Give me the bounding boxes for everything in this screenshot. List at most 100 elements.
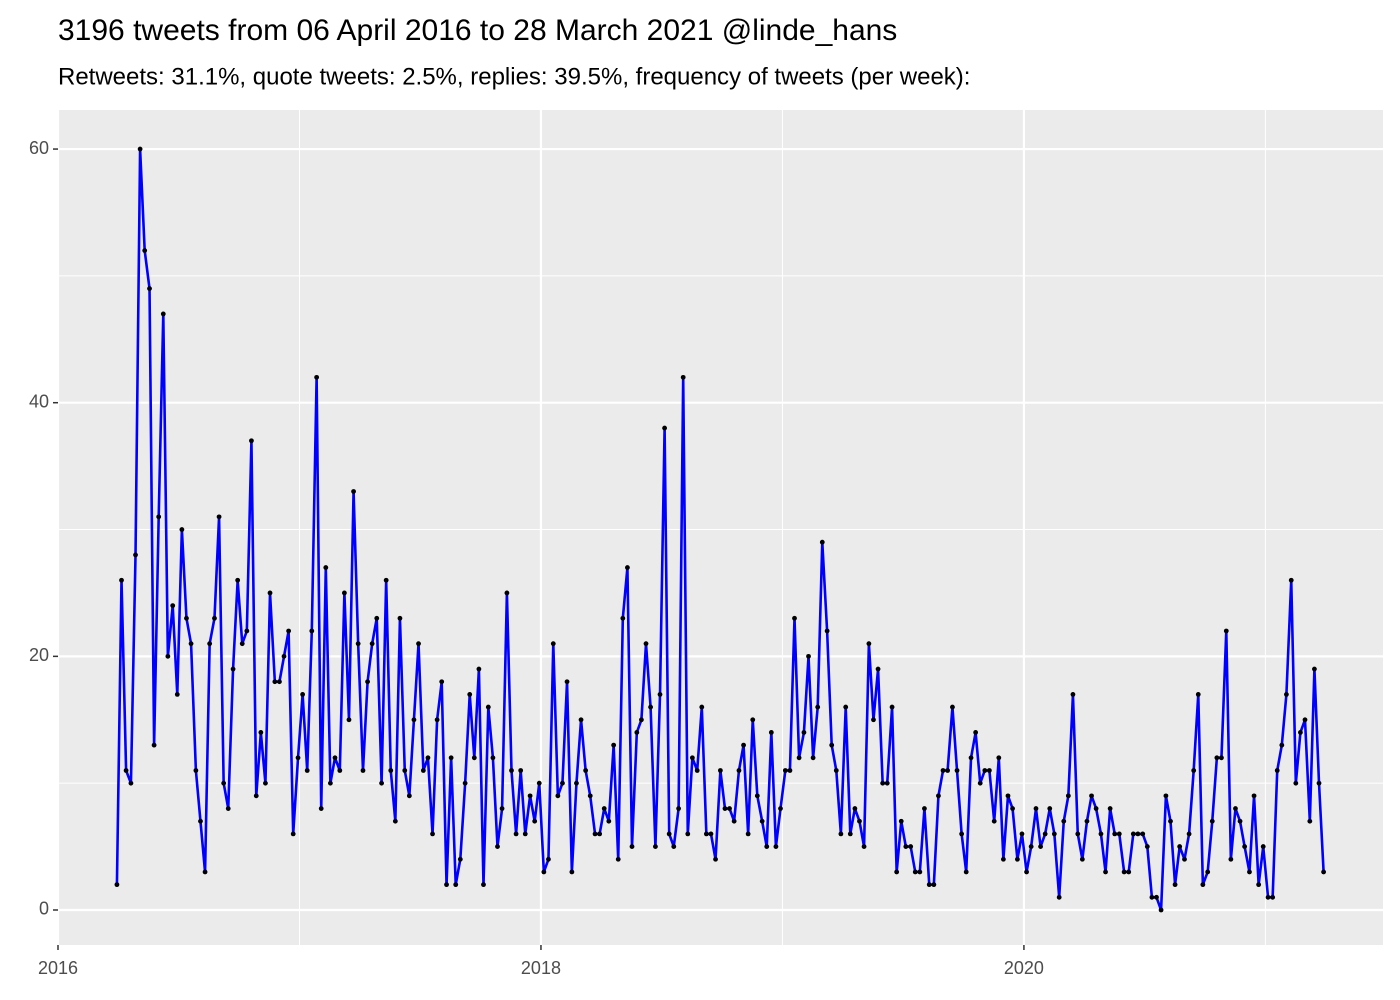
- data-point: [936, 793, 941, 799]
- data-point: [1177, 844, 1183, 849]
- data-point: [1195, 691, 1201, 697]
- data-point: [1260, 844, 1266, 849]
- data-point: [1000, 856, 1006, 862]
- data-point: [1237, 818, 1243, 824]
- data-point: [866, 641, 872, 647]
- data-point: [1140, 831, 1146, 837]
- data-point: [1005, 793, 1011, 799]
- data-point: [768, 730, 774, 735]
- data-point: [165, 653, 171, 659]
- data-point: [713, 856, 718, 862]
- data-point: [1312, 666, 1317, 672]
- data-point: [258, 730, 264, 735]
- data-point: [327, 780, 333, 786]
- data-point: [495, 844, 500, 849]
- data-point: [249, 438, 254, 444]
- data-point: [810, 755, 816, 761]
- data-point: [216, 514, 222, 520]
- data-point: [522, 831, 528, 837]
- data-point: [685, 831, 691, 837]
- data-point: [741, 742, 746, 748]
- data-point: [940, 768, 946, 773]
- data-point: [351, 489, 356, 494]
- data-point: [991, 818, 997, 824]
- data-point: [708, 831, 714, 837]
- data-point: [880, 780, 886, 786]
- data-point: [1223, 628, 1229, 634]
- data-point: [290, 831, 296, 837]
- data-point: [1163, 793, 1169, 799]
- data-point: [402, 768, 408, 773]
- data-point: [587, 793, 593, 799]
- data-point: [620, 615, 626, 621]
- data-point: [198, 818, 203, 824]
- data-point: [536, 780, 542, 786]
- data-point: [680, 374, 686, 380]
- data-point: [954, 768, 960, 773]
- data-point: [202, 869, 208, 875]
- data-point: [490, 755, 496, 761]
- data-point: [922, 806, 927, 811]
- data-point: [188, 641, 194, 647]
- data-point: [569, 869, 575, 875]
- data-point: [281, 653, 287, 659]
- x-tick-label: 2018: [521, 958, 561, 978]
- data-point: [1191, 768, 1197, 773]
- data-point: [518, 768, 524, 773]
- data-point: [615, 856, 621, 862]
- data-point: [179, 527, 185, 532]
- data-point: [337, 768, 343, 773]
- data-point: [230, 666, 236, 672]
- data-point: [1256, 882, 1262, 888]
- data-point: [996, 755, 1002, 761]
- data-point: [787, 768, 793, 773]
- data-point: [1158, 907, 1164, 913]
- data-point: [1242, 844, 1248, 849]
- data-point: [643, 641, 649, 647]
- data-point: [671, 844, 677, 849]
- data-point: [1107, 806, 1113, 811]
- data-point: [392, 818, 398, 824]
- chart-title: 3196 tweets from 06 April 2016 to 28 Mar…: [58, 14, 897, 47]
- data-point: [355, 641, 361, 647]
- data-point: [1033, 806, 1039, 811]
- data-point: [689, 755, 695, 761]
- data-point: [444, 882, 449, 888]
- data-point: [448, 755, 454, 761]
- data-point: [1186, 831, 1192, 837]
- data-point: [369, 641, 375, 647]
- data-point: [745, 831, 751, 837]
- data-point: [847, 831, 853, 837]
- plot-panel: [58, 110, 1383, 945]
- data-point: [653, 844, 658, 849]
- data-point: [151, 742, 157, 748]
- data-point: [727, 806, 732, 811]
- data-point: [314, 374, 320, 380]
- x-tick-label: 2020: [1004, 958, 1044, 978]
- data-point: [272, 679, 278, 685]
- data-point: [147, 286, 152, 291]
- data-point: [1307, 818, 1313, 824]
- data-point: [128, 780, 134, 786]
- data-point: [1265, 894, 1271, 900]
- data-point: [1093, 806, 1099, 811]
- data-point: [857, 818, 862, 824]
- data-point: [829, 742, 835, 748]
- data-point: [1200, 882, 1206, 888]
- data-point: [852, 806, 858, 811]
- data-point: [360, 768, 366, 773]
- data-point: [597, 831, 603, 837]
- data-point: [1042, 831, 1048, 837]
- data-point: [453, 882, 459, 888]
- data-point: [806, 653, 811, 659]
- data-point: [676, 806, 682, 811]
- data-point: [926, 882, 932, 888]
- data-point: [485, 704, 491, 710]
- data-point: [731, 818, 737, 824]
- data-point: [1274, 768, 1280, 773]
- data-point: [843, 704, 849, 710]
- data-point: [1056, 894, 1062, 900]
- data-point: [1061, 818, 1067, 824]
- data-point: [383, 577, 389, 583]
- data-point: [611, 742, 617, 748]
